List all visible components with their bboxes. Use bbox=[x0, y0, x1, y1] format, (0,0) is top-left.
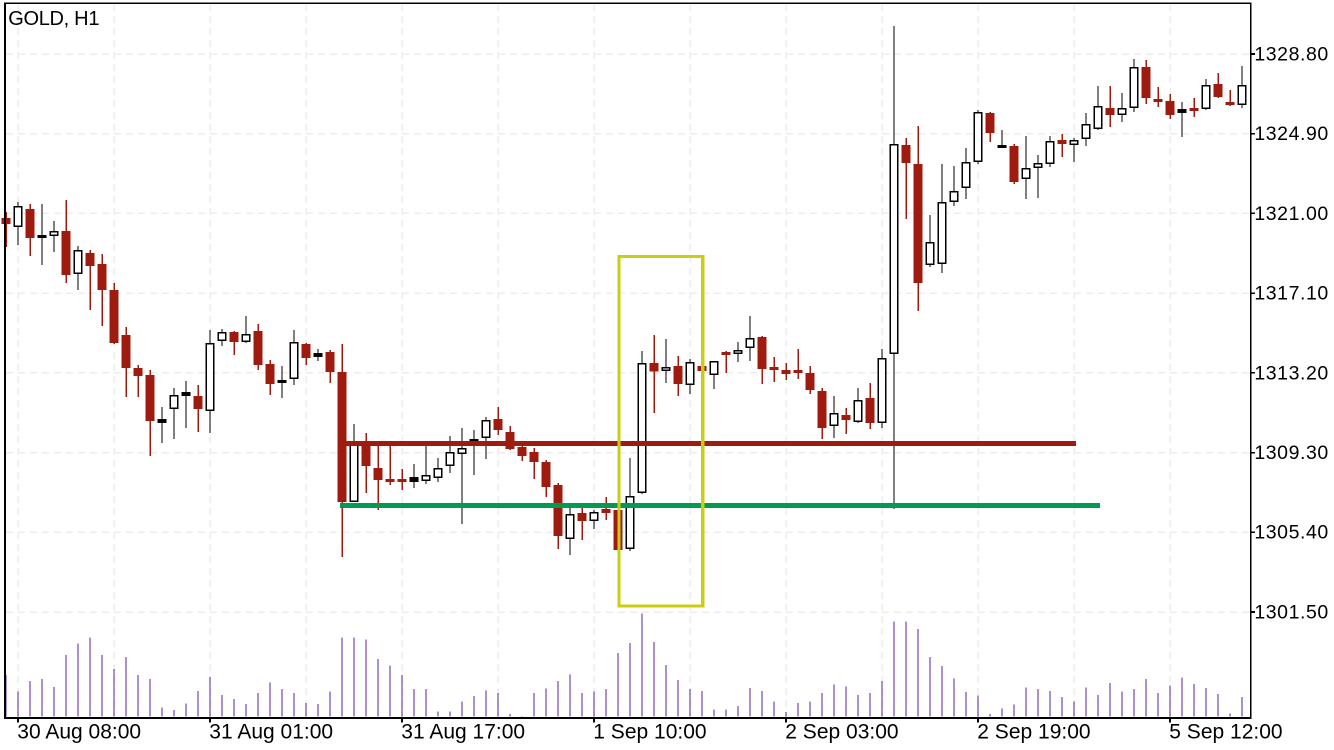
svg-text:1309.30: 1309.30 bbox=[1254, 442, 1328, 464]
svg-text:1328.80: 1328.80 bbox=[1254, 43, 1328, 65]
svg-text:1305.40: 1305.40 bbox=[1254, 522, 1328, 544]
svg-text:1 Sep 10:00: 1 Sep 10:00 bbox=[593, 720, 706, 743]
svg-text:GOLD, H1: GOLD, H1 bbox=[8, 8, 99, 30]
svg-text:1324.90: 1324.90 bbox=[1254, 123, 1328, 145]
svg-text:1321.00: 1321.00 bbox=[1254, 203, 1328, 225]
svg-text:1301.50: 1301.50 bbox=[1254, 601, 1328, 623]
svg-text:31 Aug 17:00: 31 Aug 17:00 bbox=[401, 720, 525, 743]
svg-text:1313.20: 1313.20 bbox=[1254, 362, 1328, 384]
svg-text:30 Aug 08:00: 30 Aug 08:00 bbox=[17, 720, 141, 743]
svg-text:1317.10: 1317.10 bbox=[1254, 283, 1328, 305]
svg-text:2 Sep 19:00: 2 Sep 19:00 bbox=[977, 720, 1090, 743]
svg-text:2 Sep 03:00: 2 Sep 03:00 bbox=[785, 720, 898, 743]
svg-text:5 Sep 12:00: 5 Sep 12:00 bbox=[1169, 720, 1282, 743]
svg-text:31 Aug 01:00: 31 Aug 01:00 bbox=[209, 720, 333, 743]
